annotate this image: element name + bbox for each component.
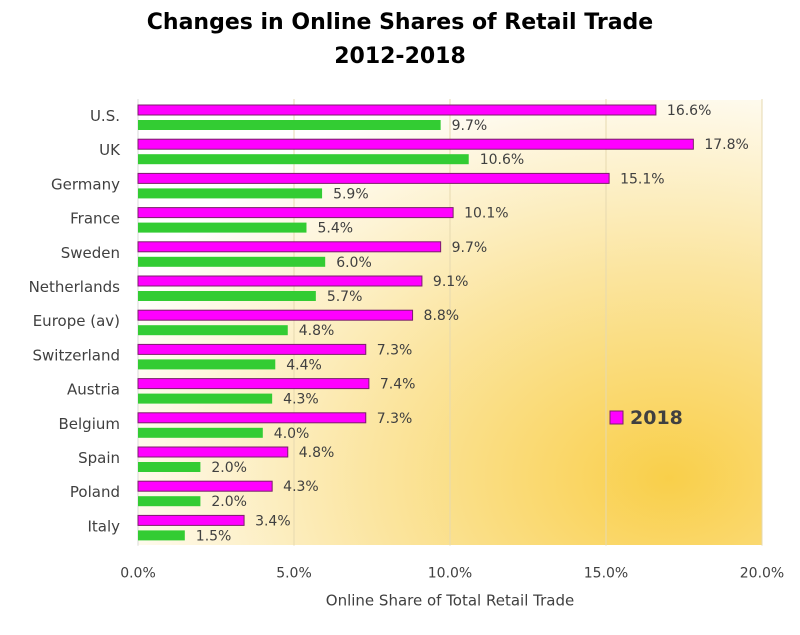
bar-2012 xyxy=(138,291,316,301)
bar-2012 xyxy=(138,462,201,472)
bar-2018 xyxy=(137,172,610,184)
data-label: 4.8% xyxy=(299,445,335,461)
y-tick-label: Germany xyxy=(51,175,120,193)
bar-2018 xyxy=(137,207,454,219)
data-label: 5.9% xyxy=(333,186,369,202)
x-tick-label: 5.0% xyxy=(276,566,312,582)
chart-subtitle: 2012-2018 xyxy=(334,44,466,69)
data-label: 7.3% xyxy=(377,411,413,427)
bar-2012 xyxy=(138,222,307,233)
bar-2018 xyxy=(137,343,367,355)
data-label: 2.0% xyxy=(211,460,247,476)
bar-2012 xyxy=(138,325,288,336)
y-tick-label: UK xyxy=(99,141,121,159)
bar-2012 xyxy=(138,427,263,438)
bar-2012 xyxy=(138,188,323,199)
x-tick-label: 10.0% xyxy=(428,566,472,582)
bar-2012 xyxy=(138,359,276,370)
data-label: 9.7% xyxy=(452,240,488,256)
bar-2012 xyxy=(138,496,201,507)
data-label: 1.5% xyxy=(196,528,232,544)
bar-2018 xyxy=(137,446,289,458)
data-label: 5.7% xyxy=(327,289,363,305)
data-label: 8.8% xyxy=(424,308,460,324)
bar-2018 xyxy=(137,104,657,116)
data-label: 10.1% xyxy=(464,206,508,222)
y-tick-label: Austria xyxy=(67,381,120,399)
y-tick-label: Switzerland xyxy=(33,346,121,364)
bar-2018 xyxy=(137,412,367,424)
chart-title: Changes in Online Shares of Retail Trade xyxy=(146,10,654,35)
legend-swatch xyxy=(609,410,624,425)
data-label: 9.7% xyxy=(452,118,488,134)
bar-2018 xyxy=(137,138,694,150)
data-label: 15.1% xyxy=(620,171,664,187)
y-tick-label: France xyxy=(70,210,120,228)
legend-label: 2018 xyxy=(630,407,683,429)
data-label: 5.4% xyxy=(317,221,353,237)
data-label: 7.3% xyxy=(377,342,413,358)
data-label: 7.4% xyxy=(380,377,416,393)
y-tick-label: Italy xyxy=(87,517,120,535)
data-label: 4.3% xyxy=(283,392,319,408)
y-tick-label: Netherlands xyxy=(29,278,121,296)
data-label: 4.4% xyxy=(286,357,322,373)
x-tick-label: 0.0% xyxy=(120,566,156,582)
y-tick-label: U.S. xyxy=(90,107,120,125)
data-label: 16.6% xyxy=(667,103,711,119)
bar-2018 xyxy=(137,480,273,492)
data-label: 6.0% xyxy=(336,255,372,271)
x-tick-label: 15.0% xyxy=(584,566,628,582)
y-tick-label: Sweden xyxy=(61,244,120,262)
data-label: 17.8% xyxy=(704,137,748,153)
y-tick-label: Europe (av) xyxy=(33,312,120,330)
bar-2012 xyxy=(138,120,441,130)
data-label: 4.3% xyxy=(283,479,319,495)
y-tick-label: Belgium xyxy=(59,415,121,433)
bar-2012 xyxy=(138,154,469,165)
data-label: 4.0% xyxy=(274,426,310,442)
x-tick-label: 20.0% xyxy=(740,566,784,582)
data-label: 10.6% xyxy=(480,152,524,168)
bar-2012 xyxy=(138,530,185,541)
bar-2018 xyxy=(137,241,442,253)
bar-2018 xyxy=(137,309,414,321)
bar-2012 xyxy=(138,256,326,267)
data-label: 3.4% xyxy=(255,513,291,529)
y-tick-label: Poland xyxy=(70,483,120,501)
data-label: 4.8% xyxy=(299,323,335,339)
data-label: 9.1% xyxy=(433,274,469,290)
bar-2018 xyxy=(137,378,370,390)
bar-2012 xyxy=(138,393,273,404)
bar-2018 xyxy=(137,275,423,287)
bar-2018 xyxy=(137,514,245,526)
x-axis-label: Online Share of Total Retail Trade xyxy=(326,592,574,610)
data-label: 2.0% xyxy=(211,494,247,510)
y-tick-label: Spain xyxy=(78,449,120,467)
